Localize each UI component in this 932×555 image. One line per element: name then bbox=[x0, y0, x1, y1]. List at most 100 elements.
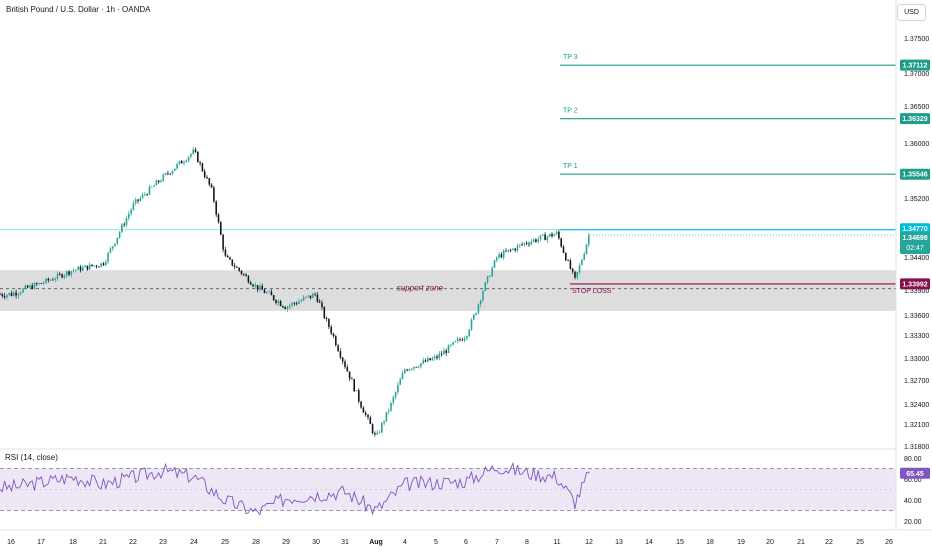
candle-body-113 bbox=[259, 285, 261, 290]
stop-loss-label: STOP LOSS bbox=[572, 288, 612, 295]
candle-body-196 bbox=[450, 344, 452, 346]
candle-body-91 bbox=[208, 178, 211, 185]
candle-body-202 bbox=[463, 338, 466, 341]
candle-body-174 bbox=[399, 379, 401, 385]
candle-body-23 bbox=[52, 279, 54, 281]
candle-body-41 bbox=[93, 265, 96, 267]
candle-body-233 bbox=[535, 239, 537, 242]
stop-loss-price-tag-label: 1.33992 bbox=[902, 281, 927, 288]
candle-body-132 bbox=[302, 297, 305, 301]
candle-body-141 bbox=[323, 307, 326, 319]
candle-body-178 bbox=[408, 369, 411, 371]
candle-body-224 bbox=[514, 248, 516, 251]
rsi-tick-0: 80.00 bbox=[904, 456, 922, 463]
price-tick-8: 1.33300 bbox=[904, 333, 929, 340]
candle-body-211 bbox=[484, 282, 487, 291]
candle-body-83 bbox=[190, 153, 192, 157]
candle-body-200 bbox=[459, 338, 461, 340]
candle-body-254 bbox=[583, 253, 585, 260]
candle-body-219 bbox=[502, 250, 505, 258]
candle-body-205 bbox=[470, 319, 473, 330]
rsi-line bbox=[0, 461, 590, 516]
candle-body-116 bbox=[266, 292, 268, 294]
candle-body-149 bbox=[341, 357, 344, 362]
current-price-tag-box bbox=[900, 232, 930, 255]
candle-body-97 bbox=[222, 234, 224, 250]
candle-body-74 bbox=[169, 173, 171, 175]
price-tick-10: 1.32700 bbox=[904, 378, 929, 385]
candle-body-246 bbox=[565, 252, 567, 261]
candle-body-109 bbox=[249, 282, 252, 285]
candle-body-115 bbox=[263, 289, 266, 294]
candle-body-217 bbox=[498, 254, 500, 258]
tp-price-tag-2-label: 1.36329 bbox=[902, 116, 927, 123]
candle-body-3 bbox=[6, 294, 8, 298]
candle-body-220 bbox=[505, 250, 507, 252]
candle-body-198 bbox=[454, 341, 457, 342]
candle-body-17 bbox=[38, 283, 40, 285]
candle-body-136 bbox=[312, 293, 314, 299]
candle-body-108 bbox=[247, 276, 250, 283]
time-tick-13: 4 bbox=[403, 539, 407, 546]
candle-body-42 bbox=[95, 265, 98, 267]
candle-body-53 bbox=[121, 224, 123, 233]
candle-body-192 bbox=[440, 353, 443, 355]
candle-body-65 bbox=[148, 186, 151, 195]
candle-body-191 bbox=[438, 353, 441, 359]
candle-body-27 bbox=[61, 274, 63, 278]
candle-body-47 bbox=[107, 252, 109, 262]
price-tick-2: 1.36500 bbox=[904, 104, 929, 111]
candle-body-148 bbox=[339, 351, 342, 358]
candle-body-4 bbox=[8, 292, 10, 295]
support-zone bbox=[0, 270, 896, 311]
candle-body-123 bbox=[282, 305, 284, 308]
candle-body-13 bbox=[29, 285, 31, 288]
candle-body-130 bbox=[298, 301, 300, 305]
candle-body-159 bbox=[364, 412, 367, 415]
candle-body-195 bbox=[447, 345, 450, 353]
candle-body-230 bbox=[528, 243, 530, 245]
candle-body-184 bbox=[422, 360, 424, 364]
candle-body-221 bbox=[507, 249, 510, 252]
candle-body-151 bbox=[346, 367, 349, 372]
candle-body-153 bbox=[351, 378, 353, 380]
candle-body-61 bbox=[139, 197, 142, 201]
candle-body-189 bbox=[433, 356, 436, 359]
candle-body-228 bbox=[523, 243, 526, 245]
candle-body-26 bbox=[59, 273, 61, 275]
candle-body-93 bbox=[213, 187, 215, 202]
price-tick-7: 1.33600 bbox=[904, 313, 929, 320]
candle-body-162 bbox=[371, 424, 374, 434]
candle-body-210 bbox=[482, 290, 484, 301]
candle-body-99 bbox=[226, 255, 229, 258]
rsi-value-tag-label: 65.45 bbox=[906, 471, 924, 478]
candle-body-66 bbox=[151, 186, 153, 188]
tp-price-tag-1-label: 1.37112 bbox=[903, 63, 928, 70]
currency-button[interactable]: USD bbox=[897, 4, 926, 21]
candle-body-0 bbox=[0, 294, 1, 295]
candle-body-90 bbox=[206, 177, 208, 179]
candle-body-52 bbox=[118, 232, 121, 238]
candle-body-239 bbox=[548, 233, 551, 237]
tp-label-1: TP 3 bbox=[563, 54, 578, 61]
candle-body-161 bbox=[369, 417, 372, 425]
candle-body-152 bbox=[348, 371, 351, 379]
candle-body-129 bbox=[295, 303, 298, 305]
candle-body-12 bbox=[26, 285, 29, 288]
candle-body-89 bbox=[203, 171, 206, 178]
candle-body-243 bbox=[558, 231, 560, 239]
candle-body-170 bbox=[390, 402, 392, 411]
candle-body-242 bbox=[555, 231, 558, 235]
candle-body-38 bbox=[86, 265, 89, 270]
time-tick-28: 25 bbox=[856, 539, 864, 546]
candle-body-203 bbox=[466, 335, 468, 339]
time-tick-5: 23 bbox=[159, 539, 167, 546]
current-price-tag-label: 1.34698 bbox=[902, 235, 927, 242]
candle-body-15 bbox=[33, 283, 36, 289]
candle-body-69 bbox=[157, 180, 160, 183]
candle-body-172 bbox=[394, 392, 397, 398]
candle-body-252 bbox=[578, 264, 581, 273]
candle-body-78 bbox=[178, 161, 181, 164]
